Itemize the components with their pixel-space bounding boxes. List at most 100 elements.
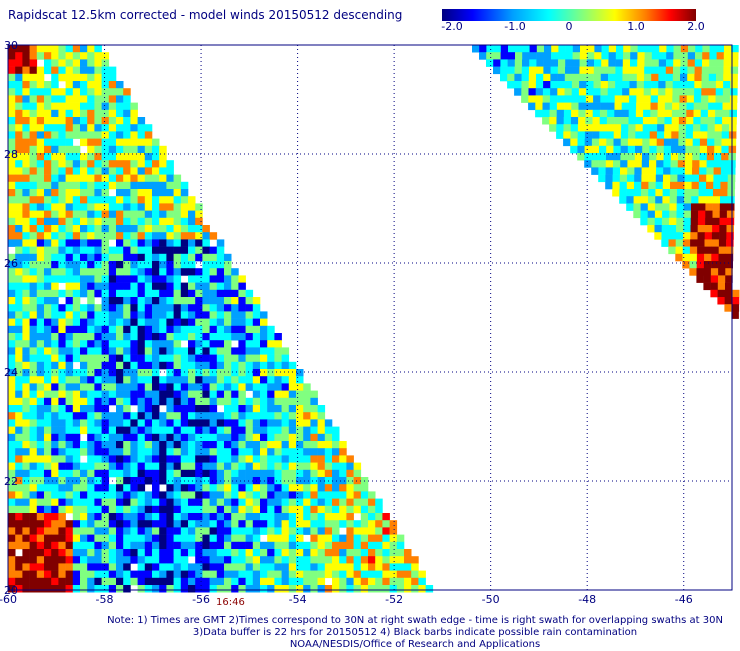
swath-cell [411, 556, 419, 564]
swath-cell [65, 52, 74, 60]
swath-cell [44, 433, 52, 442]
swath-cell [353, 462, 362, 471]
swath-cell [8, 253, 16, 262]
swath-cell [188, 570, 196, 579]
swath-cell [353, 563, 362, 571]
swath-cell [44, 426, 52, 435]
swath-cell [202, 275, 210, 283]
swath-cell [324, 419, 333, 427]
swath-cell [173, 383, 182, 391]
swath-cell [173, 549, 182, 557]
swath-cell [58, 527, 66, 535]
swath-cell [678, 153, 686, 161]
swath-cell [216, 261, 225, 269]
swath-cell [137, 455, 146, 463]
swath-cell [72, 577, 81, 586]
swath-cell [44, 354, 52, 363]
swath-cell [94, 491, 102, 499]
swath-cell [375, 549, 383, 557]
swath-cell [22, 462, 30, 471]
swath-cell [346, 570, 354, 579]
swath-cell [693, 124, 701, 132]
swath-cell [514, 73, 522, 82]
swath-cell [675, 253, 683, 262]
swath-cell [116, 570, 124, 579]
swath-cell [94, 59, 102, 67]
swath-cell [245, 541, 254, 550]
swath-cell [717, 297, 725, 305]
swath-cell [123, 549, 131, 557]
swath-cell [72, 268, 81, 276]
swath-cell [703, 268, 712, 276]
swath-cell [8, 541, 16, 550]
swath-cell [58, 189, 66, 197]
swath-cell [591, 167, 599, 175]
swath-cell [15, 534, 23, 543]
swath-cell [202, 534, 210, 543]
swath-cell [598, 153, 607, 161]
swath-cell [116, 397, 124, 406]
swath-cell [515, 45, 523, 53]
swath-cell [188, 354, 196, 363]
swath-cell [29, 131, 38, 139]
swath-cell [718, 253, 726, 262]
swath-cell [267, 462, 275, 471]
swath-cell [51, 577, 59, 586]
swath-cell [80, 189, 88, 197]
swath-cell [101, 253, 110, 262]
swath-cell [577, 131, 586, 139]
swath-cell [180, 513, 189, 521]
swath-cell [267, 585, 275, 593]
swath-cell [159, 181, 167, 190]
swath-cell [94, 354, 102, 363]
swath-cell [173, 405, 182, 413]
swath-cell [651, 66, 659, 75]
swath-cell [116, 433, 124, 442]
swath-cell [324, 491, 333, 499]
swath-cell [65, 311, 74, 319]
swath-cell [195, 217, 203, 226]
swath-cell [281, 549, 290, 557]
swath-cell [600, 81, 609, 89]
swath-cell [101, 232, 110, 240]
swath-cell [267, 347, 275, 355]
swath-cell [123, 498, 131, 507]
swath-cell [80, 289, 88, 298]
swath-cell [80, 131, 88, 139]
swath-cell [202, 448, 210, 456]
swath-cell [173, 390, 182, 399]
swath-cell [36, 556, 45, 564]
swath-cell [29, 145, 38, 154]
swath-cell [108, 261, 117, 269]
swath-cell [87, 210, 95, 219]
swath-cell [252, 585, 261, 593]
swath-cell [281, 462, 290, 471]
swath-cell [731, 45, 739, 53]
swath-cell [137, 311, 146, 319]
swath-cell [44, 253, 52, 262]
swath-cell [29, 138, 38, 147]
swath-cell [245, 563, 254, 571]
swath-cell [15, 383, 23, 391]
swath-cell [346, 556, 354, 564]
swath-cell [152, 196, 160, 204]
swath-cell [173, 556, 182, 564]
swath-cell [94, 66, 102, 75]
swath-cell [29, 153, 38, 161]
swath-cell [679, 109, 687, 118]
swath-cell [713, 189, 721, 197]
swath-cell [44, 333, 52, 341]
swath-cell [542, 102, 550, 111]
swath-cell [635, 145, 643, 154]
swath-cell [202, 347, 210, 355]
swath-cell [72, 145, 81, 154]
swath-cell [303, 441, 311, 449]
swath-cell [245, 376, 254, 384]
swath-cell [332, 433, 340, 442]
swath-cell [152, 405, 160, 413]
swath-cell [592, 131, 600, 139]
swath-cell [274, 484, 282, 492]
swath-cell [274, 347, 282, 355]
swath-cell [144, 160, 153, 168]
swath-cell [245, 333, 254, 341]
